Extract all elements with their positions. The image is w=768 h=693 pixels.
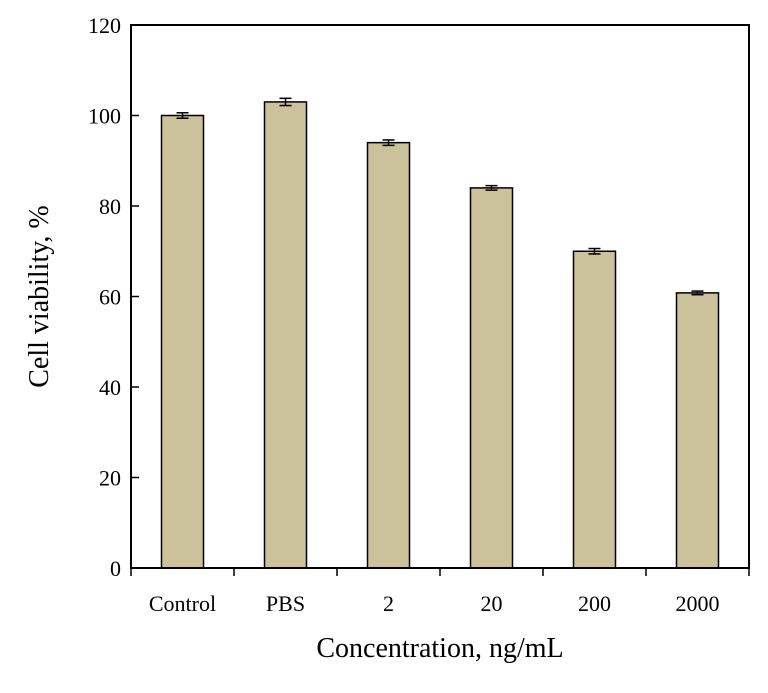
y-tick-label: 120 [88, 13, 121, 38]
x-tick-label: Control [149, 591, 216, 616]
y-tick-label: 20 [99, 466, 121, 491]
error-bars [176, 97, 704, 296]
error-bar [691, 290, 704, 296]
plot-frame [130, 24, 750, 569]
bars [160, 101, 720, 569]
x-tick-label: 200 [578, 591, 611, 616]
bar-control [160, 114, 205, 569]
bar-20 [469, 187, 514, 569]
x-tick-labels: Control PBS 2 20 200 2000 [149, 591, 720, 616]
y-tick-label: 100 [88, 104, 121, 129]
x-axis-ticks [130, 568, 750, 576]
x-tick-label: 2 [383, 591, 394, 616]
y-tick-label: 80 [99, 194, 121, 219]
bar-2 [366, 141, 411, 569]
error-bar [176, 112, 189, 119]
x-tick-label: PBS [266, 591, 305, 616]
y-tick-label: 60 [99, 285, 121, 310]
x-tick-label: 2000 [676, 591, 720, 616]
y-axis-title: Cell viability, % [24, 205, 55, 388]
y-tick-label: 0 [110, 556, 121, 581]
y-tick-labels: 0 20 40 60 80 100 120 [88, 13, 121, 581]
bar-2000 [675, 292, 720, 569]
y-axis-ticks [131, 24, 139, 569]
x-tick-label: 20 [481, 591, 503, 616]
error-bar [382, 139, 395, 147]
bar-pbs [263, 101, 308, 569]
error-bar [485, 184, 498, 191]
bar-200 [572, 250, 617, 569]
error-bar [588, 247, 601, 255]
y-tick-label: 40 [99, 375, 121, 400]
error-bar [279, 97, 292, 107]
x-axis-title: Concentration, ng/mL [316, 633, 563, 664]
